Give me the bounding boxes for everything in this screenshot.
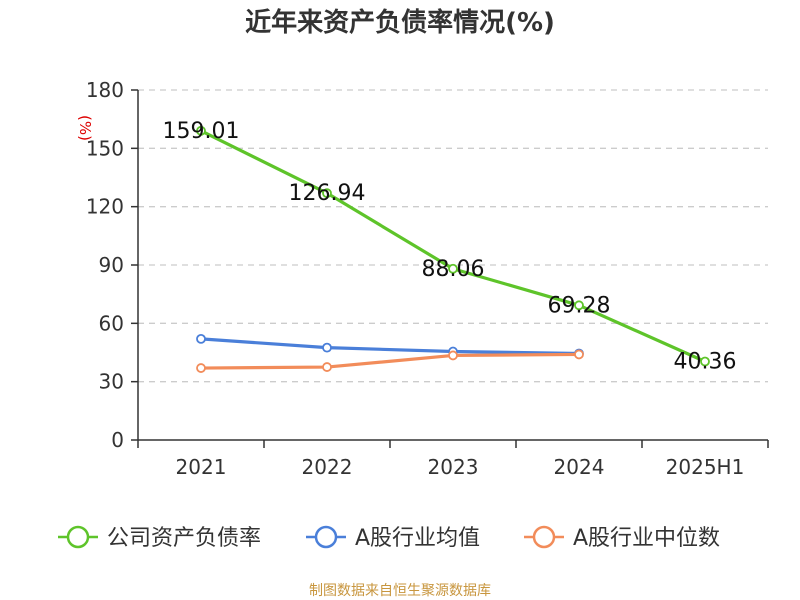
chart-title: 近年来资产负债率情况(%) xyxy=(245,8,555,38)
y-axis: 0 30 60 90 120 150 180 xyxy=(86,78,139,452)
source-note: 制图数据来自恒生聚源数据库 xyxy=(309,583,491,599)
legend-marker xyxy=(532,525,556,549)
x-tick-label: 2025H1 xyxy=(666,455,745,479)
data-point xyxy=(322,342,332,353)
legend-label: A股行业中位数 xyxy=(573,526,720,551)
data-labels: 159.01 126.94 88.06 69.28 40.36 xyxy=(163,119,737,375)
legend: 公司资产负债率 A股行业均值 A股行业中位数 xyxy=(58,525,720,551)
y-tick-label: 30 xyxy=(99,370,124,394)
data-point xyxy=(448,350,458,361)
series-line xyxy=(199,129,707,364)
y-tick-label: 180 xyxy=(86,78,124,102)
legend-label: A股行业均值 xyxy=(355,526,480,551)
data-point xyxy=(574,349,584,360)
y-tick-label: 150 xyxy=(86,136,124,160)
data-point xyxy=(322,188,332,199)
x-axis: 2021 2022 2023 2024 2025H1 xyxy=(137,439,769,479)
y-axis-label: (%) xyxy=(76,115,94,141)
data-point xyxy=(574,300,584,311)
data-label: 159.01 xyxy=(163,119,240,144)
y-tick-label: 0 xyxy=(111,428,124,452)
data-point xyxy=(196,333,206,344)
y-tick-label: 90 xyxy=(99,253,124,277)
data-point xyxy=(196,125,206,136)
legend-marker xyxy=(314,525,338,549)
series-group xyxy=(196,125,710,373)
y-tick-label: 60 xyxy=(99,311,124,335)
data-point xyxy=(196,363,206,373)
x-tick-label: 2021 xyxy=(176,455,227,479)
gridlines xyxy=(138,89,768,383)
y-tick-label: 120 xyxy=(86,195,124,219)
data-point xyxy=(322,362,332,372)
legend-marker xyxy=(66,525,90,549)
data-label: 126.94 xyxy=(289,181,366,206)
data-point xyxy=(700,356,710,367)
x-tick-label: 2023 xyxy=(428,455,479,479)
data-point xyxy=(448,263,458,274)
data-label: 40.36 xyxy=(674,350,737,375)
legend-label: 公司资产负债率 xyxy=(107,526,261,551)
x-tick-label: 2024 xyxy=(554,455,605,479)
data-label: 88.06 xyxy=(422,257,485,282)
x-tick-label: 2022 xyxy=(302,455,353,479)
data-label: 69.28 xyxy=(548,293,611,318)
series-line xyxy=(199,337,581,356)
series-line xyxy=(199,352,581,370)
